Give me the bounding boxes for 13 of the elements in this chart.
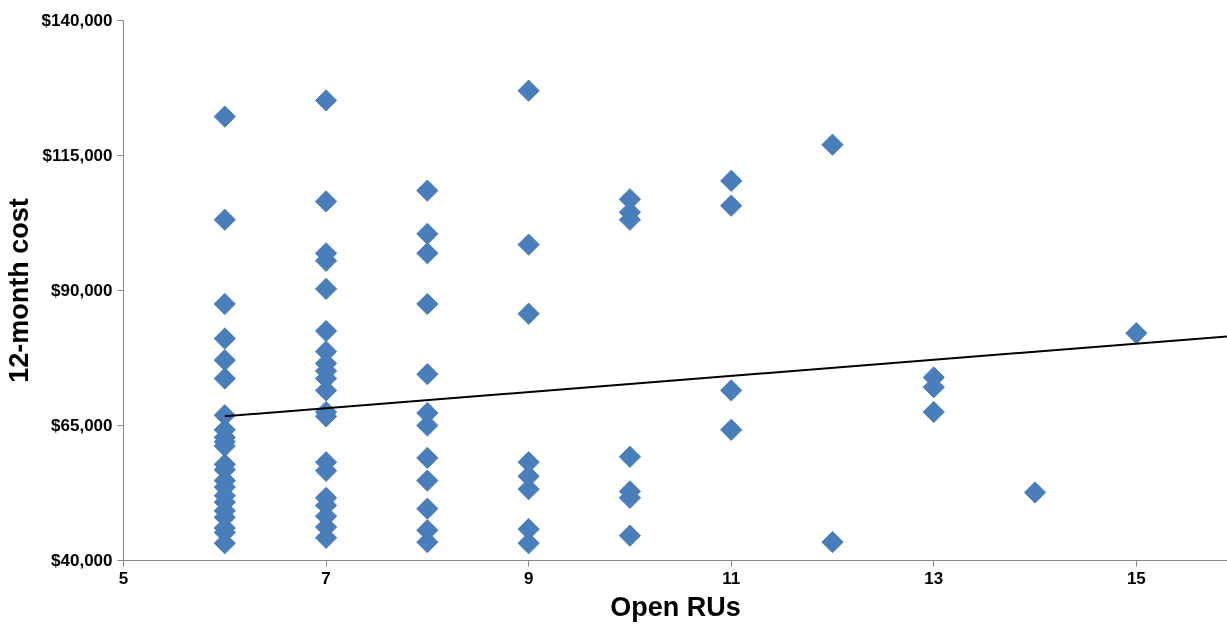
x-tick-label: 9 xyxy=(523,568,534,588)
y-tick-label: $115,000 xyxy=(42,146,113,165)
x-tick-label: 11 xyxy=(722,568,741,588)
y-tick-label: $40,000 xyxy=(51,551,113,570)
x-tick-label: 5 xyxy=(118,568,129,588)
y-tick-label: $90,000 xyxy=(51,281,113,300)
y-tick-label: $140,000 xyxy=(41,11,113,30)
y-tick-label: $65,000 xyxy=(51,416,113,435)
x-tick-label: 13 xyxy=(924,568,944,588)
x-tick-label: 15 xyxy=(1126,568,1146,588)
y-axis-title: 12-month cost xyxy=(3,198,34,383)
x-tick-label: 7 xyxy=(321,568,331,588)
x-axis-title: Open RUs xyxy=(610,591,741,622)
